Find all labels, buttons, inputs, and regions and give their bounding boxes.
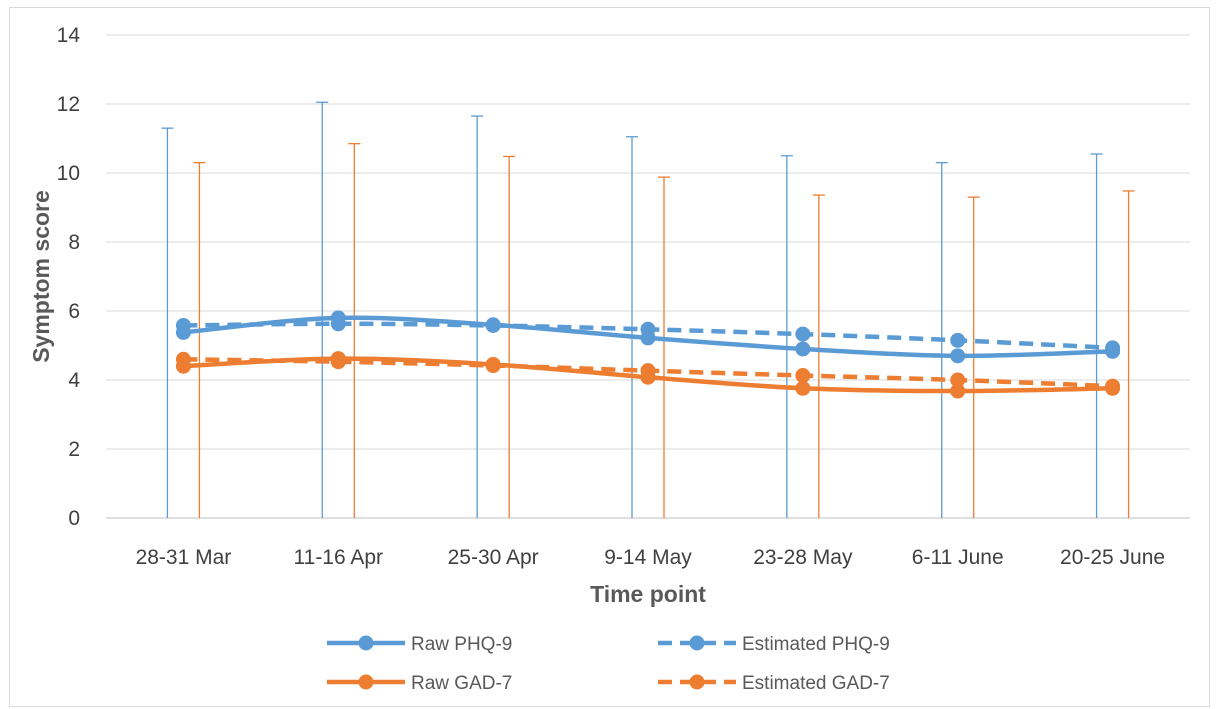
y-tick-label: 14 [57, 24, 81, 47]
legend-marker-raw-phq-9 [358, 635, 374, 651]
legend-label-raw-phq-9: Raw PHQ-9 [411, 634, 512, 655]
marker-raw-gad-7 [1105, 380, 1121, 396]
marker-raw-gad-7 [175, 358, 191, 374]
marker-raw-phq-9 [1105, 343, 1121, 359]
gridlines [106, 34, 1190, 519]
marker-estimated-phq-9 [795, 326, 811, 342]
marker-raw-phq-9 [950, 348, 966, 364]
y-tick-label: 8 [68, 231, 80, 254]
error-bars [161, 101, 1135, 518]
y-axis-title: Symptom score [28, 190, 54, 363]
y-tick-label: 6 [68, 300, 80, 323]
marker-raw-gad-7 [640, 369, 656, 385]
marker-raw-gad-7 [950, 383, 966, 399]
y-axis-ticks: 0 2 4 6 8 10 12 14 [57, 24, 81, 530]
x-tick-label: 9-14 May [604, 546, 692, 569]
y-tick-label: 4 [68, 369, 80, 392]
x-tick-label: 20-25 June [1060, 546, 1165, 569]
x-tick-label: 25-30 Apr [448, 546, 539, 569]
marker-raw-gad-7 [330, 351, 346, 367]
legend-label-raw-gad-7: Raw GAD-7 [411, 673, 512, 694]
marker-raw-phq-9 [485, 317, 501, 333]
y-tick-label: 2 [68, 438, 80, 461]
marker-raw-phq-9 [795, 341, 811, 357]
marker-raw-gad-7 [795, 380, 811, 396]
legend: Raw PHQ-9 Estimated PHQ-9 Raw GAD-7 Estimat… [327, 634, 890, 694]
marker-estimated-gad-7 [795, 368, 811, 384]
legend-marker-estimated-gad-7 [689, 674, 705, 690]
marker-raw-gad-7 [485, 356, 501, 372]
series-markers [175, 310, 1121, 399]
y-tick-label: 10 [57, 162, 80, 185]
marker-raw-phq-9 [330, 310, 346, 326]
legend-marker-raw-gad-7 [358, 674, 374, 690]
x-tick-label: 23-28 May [753, 546, 853, 569]
marker-estimated-phq-9 [950, 332, 966, 348]
x-tick-label: 28-31 Mar [136, 546, 232, 569]
x-tick-label: 6-11 June [912, 546, 1004, 569]
legend-label-estimated-gad-7: Estimated GAD-7 [742, 673, 890, 694]
x-tick-label: 11-16 Apr [294, 546, 384, 569]
legend-marker-estimated-phq-9 [689, 635, 705, 651]
marker-estimated-gad-7 [950, 372, 966, 388]
x-axis-ticks: 28-31 Mar 11-16 Apr 25-30 Apr 9-14 May 23-28… [136, 546, 1166, 569]
legend-label-estimated-phq-9: Estimated PHQ-9 [742, 634, 890, 655]
marker-raw-phq-9 [640, 330, 656, 346]
y-tick-label: 12 [57, 93, 80, 116]
y-tick-label: 0 [68, 507, 80, 530]
marker-raw-phq-9 [175, 324, 191, 340]
x-axis-title: Time point [590, 581, 706, 607]
